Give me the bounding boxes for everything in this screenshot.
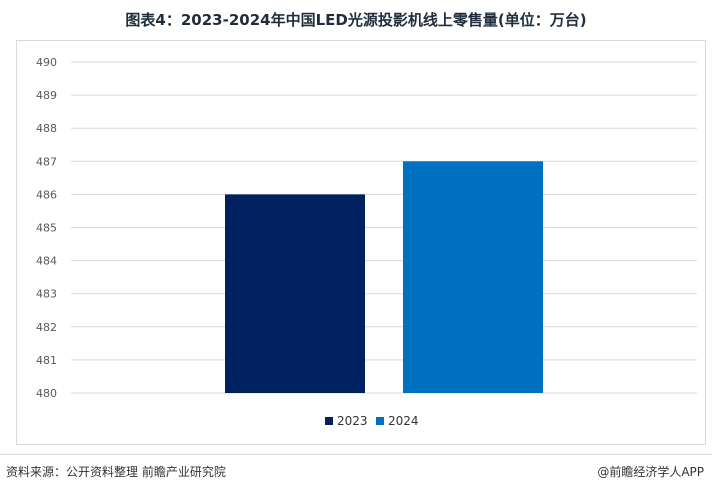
bars	[225, 161, 543, 393]
y-tick-label: 480	[36, 387, 57, 400]
legend: 2023 2024	[325, 414, 419, 428]
chart-title: 图表4：2023-2024年中国LED光源投影机线上零售量(单位：万台)	[125, 11, 587, 29]
source-note: 资料来源：公开资料整理 前瞻产业研究院	[6, 465, 226, 479]
bar-2024	[403, 161, 543, 393]
y-tick-label: 488	[36, 122, 57, 135]
y-tick-label: 484	[36, 255, 57, 268]
y-tick-label: 483	[36, 288, 57, 301]
gridlines	[71, 61, 697, 394]
credit-note: @前瞻经济学人APP	[597, 465, 704, 479]
y-axis-ticks: 480 481 482 483 484 485 486 487 488 489 490	[36, 56, 57, 400]
legend-label-2024: 2024	[388, 414, 419, 428]
y-tick-label: 482	[36, 321, 57, 334]
chart-frame: 480 481 482 483 484 485 486 487 488 489 490 2023 20…	[16, 40, 706, 445]
y-tick-label: 489	[36, 89, 57, 102]
legend-label-2023: 2023	[337, 414, 368, 428]
legend-swatch-2024	[376, 417, 384, 425]
y-tick-label: 487	[36, 155, 57, 168]
legend-swatch-2023	[325, 417, 333, 425]
footer-divider	[0, 454, 712, 455]
y-tick-label: 481	[36, 354, 57, 367]
bar-2023	[225, 194, 365, 393]
y-tick-label: 486	[36, 188, 57, 201]
y-tick-label: 490	[36, 56, 57, 69]
y-tick-label: 485	[36, 222, 57, 235]
